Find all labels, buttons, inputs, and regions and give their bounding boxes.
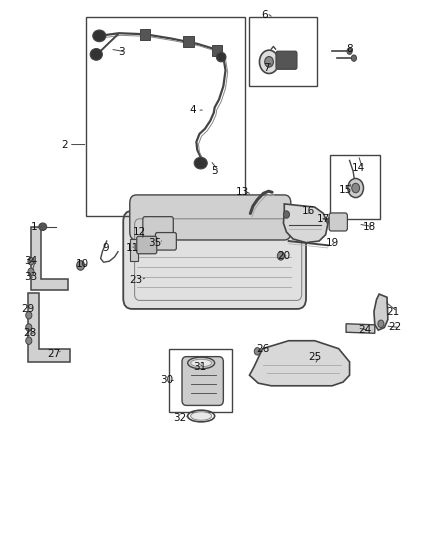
Bar xyxy=(169,349,232,413)
Text: 28: 28 xyxy=(23,328,36,338)
Circle shape xyxy=(328,216,334,224)
Text: 6: 6 xyxy=(261,10,268,20)
Circle shape xyxy=(26,337,32,344)
Ellipse shape xyxy=(191,359,212,367)
Text: 31: 31 xyxy=(193,362,206,372)
Text: 10: 10 xyxy=(75,259,88,269)
Polygon shape xyxy=(28,293,70,362)
Text: 11: 11 xyxy=(125,243,138,253)
Text: 26: 26 xyxy=(256,344,269,354)
Bar xyxy=(184,36,194,47)
Text: 27: 27 xyxy=(47,349,60,359)
Text: 35: 35 xyxy=(148,238,161,248)
Bar xyxy=(86,17,245,216)
Text: 17: 17 xyxy=(317,214,330,224)
Text: 5: 5 xyxy=(212,166,218,176)
Text: 30: 30 xyxy=(160,375,173,385)
Circle shape xyxy=(28,257,34,265)
Text: 19: 19 xyxy=(325,238,339,248)
Text: 7: 7 xyxy=(264,63,270,72)
Bar xyxy=(130,239,138,261)
Circle shape xyxy=(26,312,32,319)
Text: 32: 32 xyxy=(173,413,187,423)
Circle shape xyxy=(347,48,352,54)
Circle shape xyxy=(351,55,357,61)
Bar xyxy=(140,29,150,39)
Text: 33: 33 xyxy=(25,272,38,282)
Circle shape xyxy=(265,56,273,67)
Text: 16: 16 xyxy=(302,206,315,216)
Text: 13: 13 xyxy=(237,187,250,197)
Circle shape xyxy=(254,348,260,355)
Ellipse shape xyxy=(191,412,212,420)
Circle shape xyxy=(28,268,34,276)
Text: 12: 12 xyxy=(133,227,146,237)
Text: 18: 18 xyxy=(363,222,376,232)
Text: 21: 21 xyxy=(386,306,400,317)
Text: 9: 9 xyxy=(102,243,109,253)
Text: 22: 22 xyxy=(389,322,402,333)
Text: 15: 15 xyxy=(339,184,352,195)
Circle shape xyxy=(348,179,364,198)
Bar xyxy=(212,45,222,56)
Circle shape xyxy=(283,211,290,218)
Polygon shape xyxy=(31,227,68,290)
FancyBboxPatch shape xyxy=(155,232,177,250)
FancyBboxPatch shape xyxy=(182,357,223,406)
Text: 8: 8 xyxy=(346,44,353,54)
Ellipse shape xyxy=(90,49,102,60)
FancyBboxPatch shape xyxy=(329,213,347,231)
Text: 2: 2 xyxy=(61,140,68,150)
Text: 24: 24 xyxy=(358,325,371,335)
Text: 4: 4 xyxy=(190,105,196,115)
Polygon shape xyxy=(250,341,350,386)
Circle shape xyxy=(26,324,32,331)
Circle shape xyxy=(77,261,85,270)
Polygon shape xyxy=(346,324,375,333)
Bar xyxy=(250,17,317,86)
FancyBboxPatch shape xyxy=(123,211,306,309)
Text: 34: 34 xyxy=(25,256,38,266)
Text: 3: 3 xyxy=(118,47,124,56)
Text: 23: 23 xyxy=(130,274,143,285)
Text: 14: 14 xyxy=(352,164,365,173)
Circle shape xyxy=(277,252,284,260)
Polygon shape xyxy=(374,294,388,330)
Ellipse shape xyxy=(194,157,207,169)
Text: 25: 25 xyxy=(308,352,321,361)
Circle shape xyxy=(259,50,279,74)
Polygon shape xyxy=(283,204,328,243)
FancyBboxPatch shape xyxy=(143,216,173,239)
Ellipse shape xyxy=(39,223,47,230)
Circle shape xyxy=(378,320,384,327)
FancyBboxPatch shape xyxy=(276,51,297,69)
Text: 1: 1 xyxy=(31,222,37,232)
FancyBboxPatch shape xyxy=(137,236,157,254)
Ellipse shape xyxy=(216,52,226,62)
Text: 20: 20 xyxy=(278,251,291,261)
FancyBboxPatch shape xyxy=(130,195,291,240)
Circle shape xyxy=(352,183,360,193)
Ellipse shape xyxy=(93,30,106,42)
Text: 29: 29 xyxy=(21,304,34,314)
Bar xyxy=(330,155,380,219)
